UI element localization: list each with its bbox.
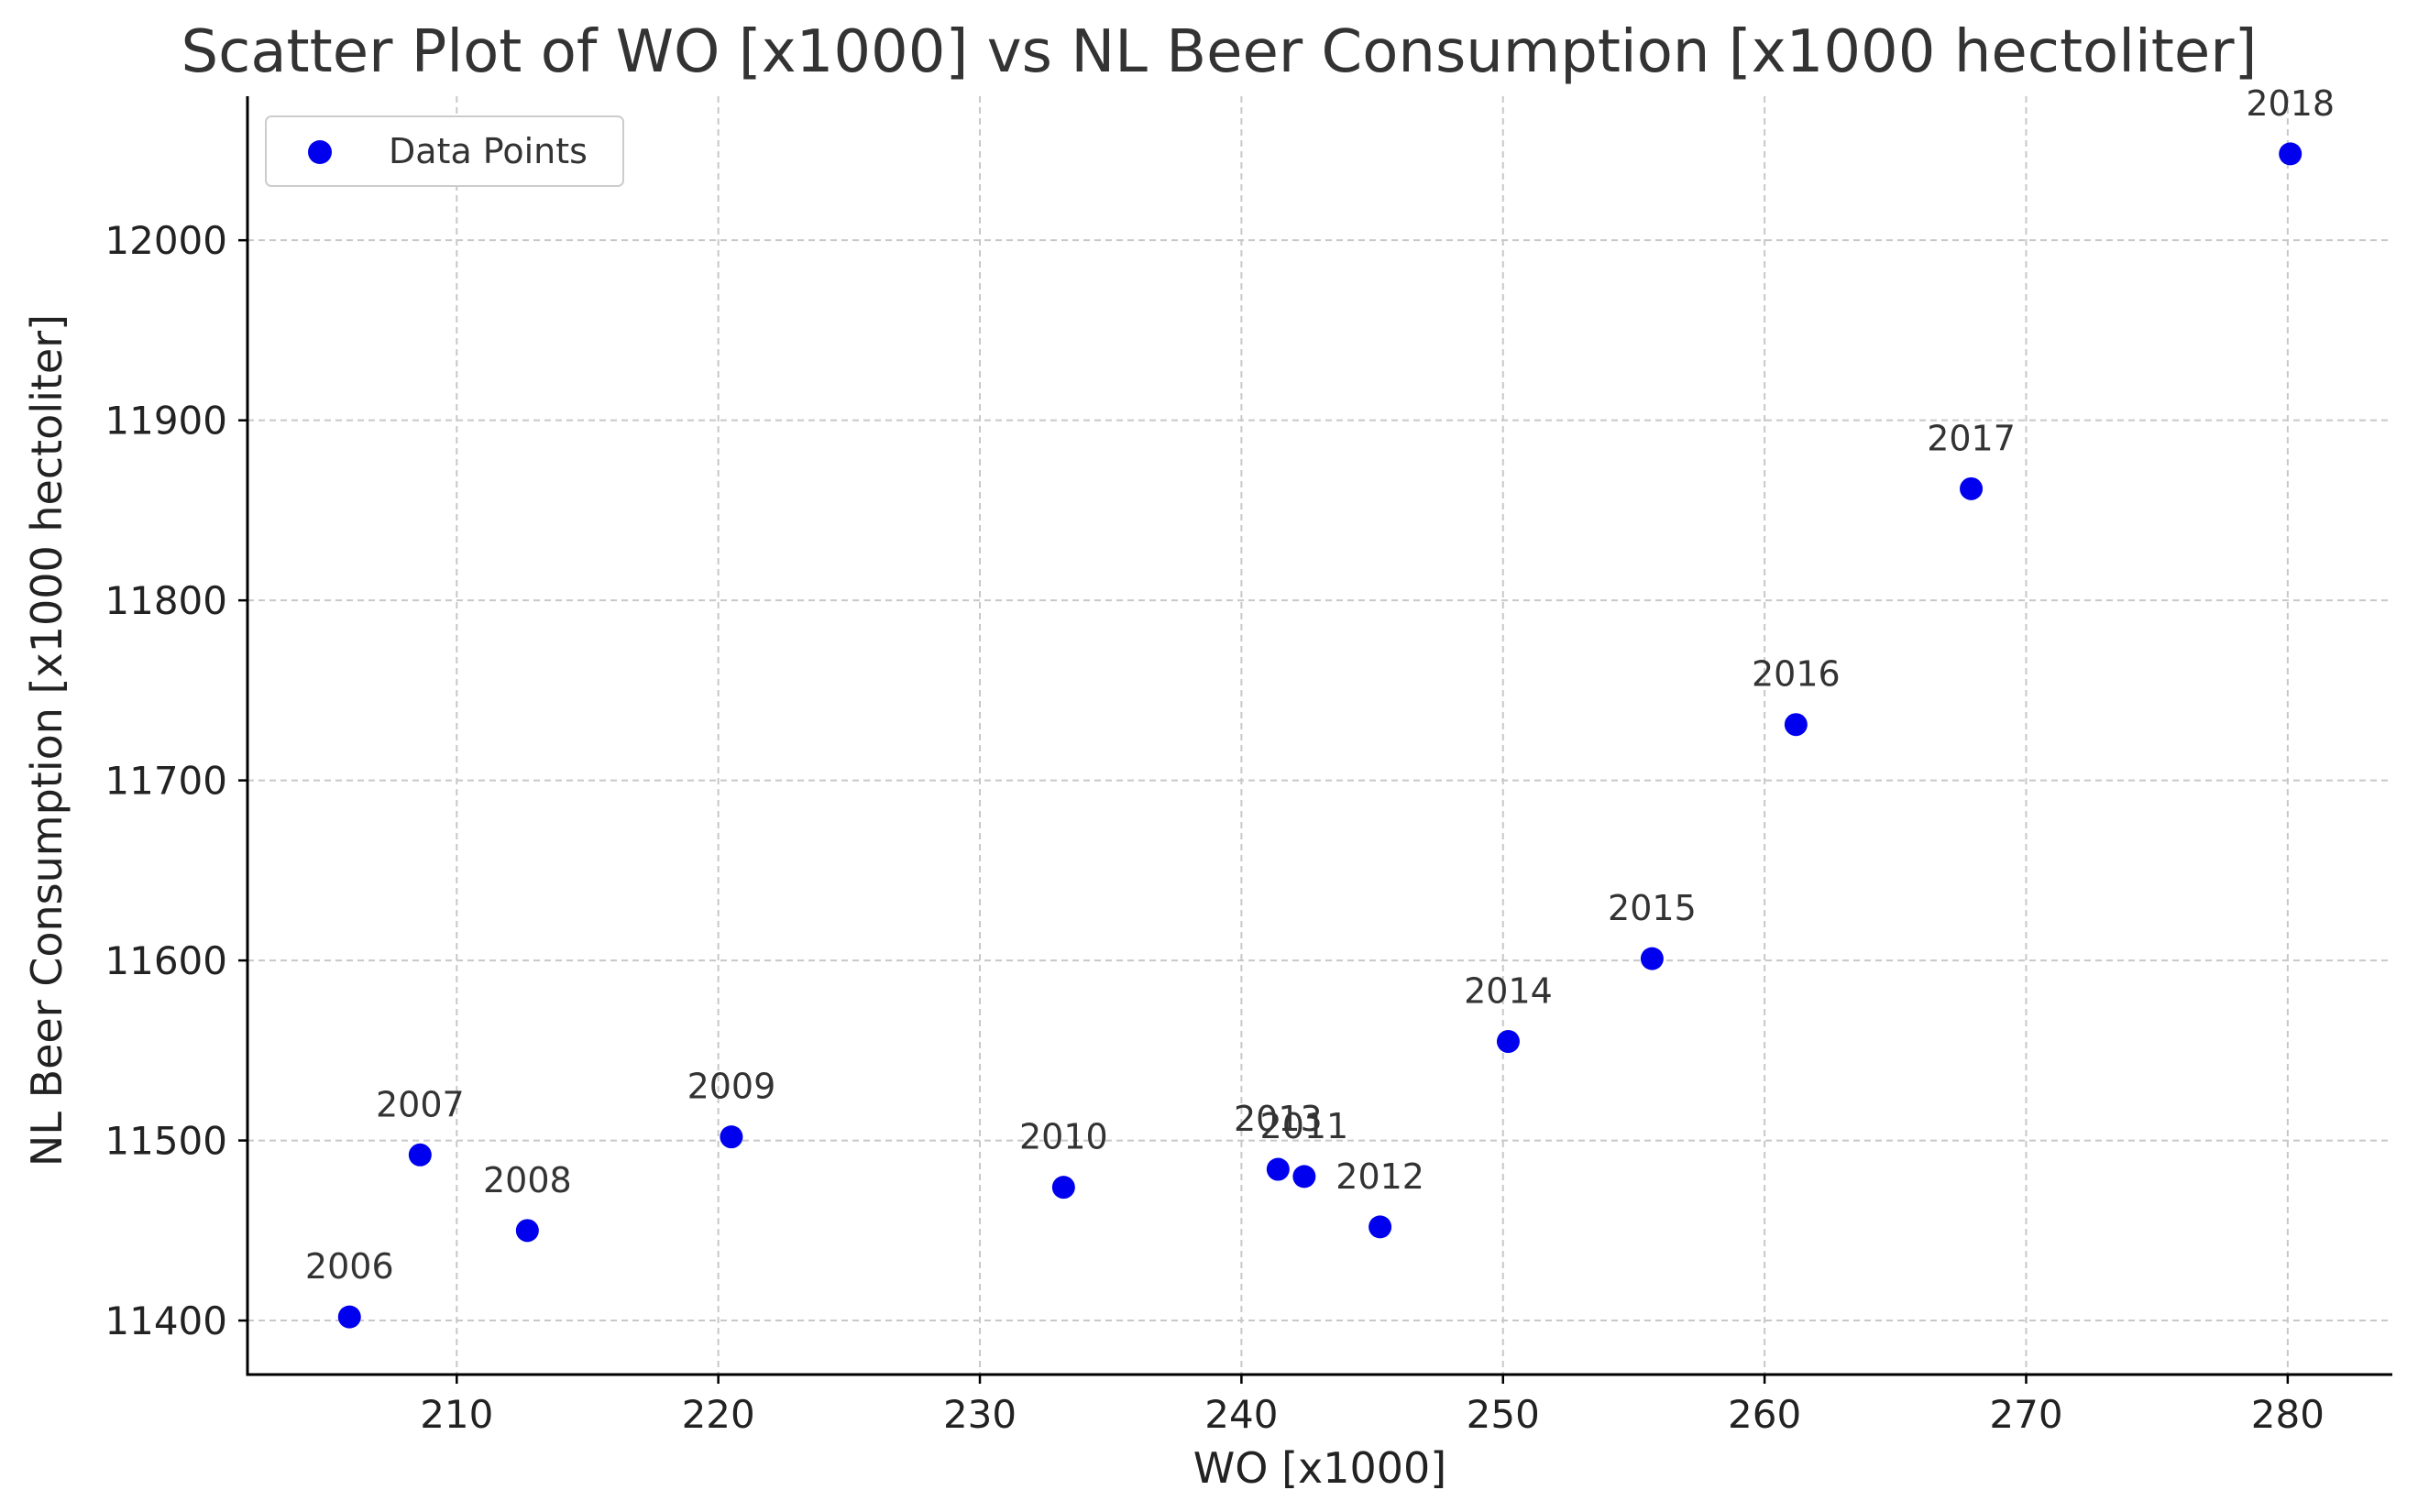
- y-tick-label: 11900: [104, 399, 227, 444]
- chart-title: Scatter Plot of WO [x1000] vs NL Beer Co…: [181, 18, 2258, 86]
- x-axis-label: WO [x1000]: [1193, 1443, 1447, 1493]
- y-tick-label: 11700: [104, 759, 227, 804]
- x-tick-label: 250: [1467, 1392, 1540, 1437]
- data-point-2011: [1292, 1165, 1316, 1189]
- x-tick-label: 240: [1204, 1392, 1278, 1437]
- point-label-2015: 2015: [1608, 888, 1697, 928]
- data-point-2010: [1051, 1176, 1075, 1200]
- axis-ticks: 210 220 230 240 250 260 270 280 11400 11500 11600 1…: [104, 218, 2325, 1437]
- point-label-2018: 2018: [2246, 83, 2335, 124]
- point-label-2008: 2008: [483, 1160, 572, 1200]
- point-label-2011: 2011: [1260, 1106, 1349, 1146]
- legend-entry-data-points: Data Points: [389, 131, 588, 171]
- data-point-2007: [408, 1143, 432, 1167]
- point-label-2010: 2010: [1019, 1117, 1108, 1157]
- y-tick-label: 11600: [104, 938, 227, 983]
- x-tick-label: 230: [943, 1392, 1017, 1437]
- data-point-2017: [1960, 477, 1984, 500]
- y-tick-label: 12000: [104, 218, 227, 263]
- data-point-2009: [720, 1125, 743, 1149]
- data-point-2012: [1368, 1215, 1392, 1239]
- grid-lines: [247, 96, 2392, 1375]
- point-label-2012: 2012: [1335, 1156, 1424, 1197]
- point-label-2016: 2016: [1752, 654, 1841, 695]
- y-tick-label: 11800: [104, 578, 227, 623]
- data-point-2006: [337, 1305, 361, 1329]
- point-label-2009: 2009: [687, 1067, 776, 1107]
- y-tick-label: 11500: [104, 1119, 227, 1164]
- point-label-2017: 2017: [1927, 418, 2016, 458]
- x-tick-label: 210: [420, 1392, 493, 1437]
- x-tick-label: 260: [1728, 1392, 1801, 1437]
- data-point-2013: [1266, 1157, 1290, 1181]
- data-point-2008: [515, 1219, 539, 1243]
- data-point-2016: [1784, 713, 1808, 737]
- point-label-2014: 2014: [1464, 971, 1553, 1012]
- data-point-2018: [2279, 142, 2303, 166]
- point-label-2006: 2006: [305, 1246, 394, 1287]
- y-tick-label: 11400: [104, 1298, 227, 1343]
- x-tick-label: 280: [2251, 1392, 2325, 1437]
- legend-marker: [308, 140, 332, 164]
- legend: Data Points: [265, 115, 624, 187]
- legend-box: [265, 115, 624, 187]
- x-tick-label: 220: [682, 1392, 755, 1437]
- point-labels: 2006 2007 2008 2009 2010 2011 2012 2013 2014 2015…: [305, 83, 2335, 1287]
- data-point-2014: [1496, 1030, 1520, 1054]
- point-label-2007: 2007: [376, 1084, 465, 1124]
- x-tick-label: 270: [1989, 1392, 2062, 1437]
- y-axis-label: NL Beer Consumption [x1000 hectoliter]: [22, 314, 71, 1167]
- point-label-2013: 2013: [1234, 1099, 1323, 1139]
- data-points: [337, 142, 2303, 1329]
- data-point-2015: [1640, 947, 1664, 970]
